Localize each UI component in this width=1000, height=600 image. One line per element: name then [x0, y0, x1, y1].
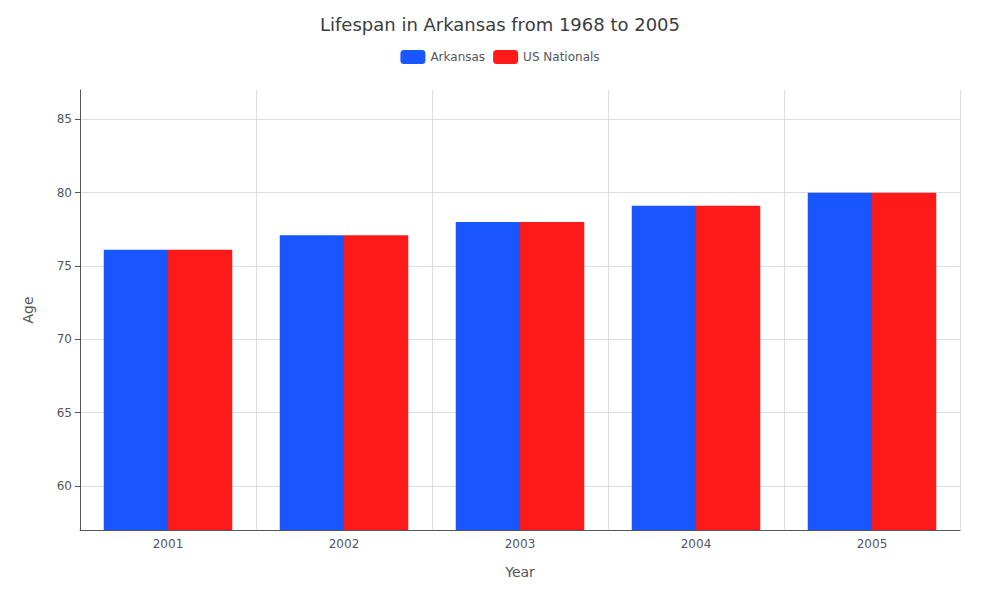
svg-text:2004: 2004 [681, 537, 712, 551]
svg-text:2002: 2002 [329, 537, 360, 551]
svg-text:60: 60 [57, 479, 72, 493]
svg-text:US Nationals: US Nationals [523, 50, 599, 64]
svg-text:Year: Year [504, 564, 535, 580]
svg-text:2003: 2003 [505, 537, 536, 551]
svg-text:85: 85 [57, 112, 72, 126]
svg-text:75: 75 [57, 259, 72, 273]
svg-text:65: 65 [57, 406, 72, 420]
svg-text:Arkansas: Arkansas [430, 50, 485, 64]
svg-text:2005: 2005 [857, 537, 888, 551]
svg-text:2001: 2001 [153, 537, 184, 551]
svg-text:Age: Age [20, 296, 36, 323]
svg-text:Lifespan in Arkansas from 1968: Lifespan in Arkansas from 1968 to 2005 [320, 14, 680, 35]
svg-text:80: 80 [57, 186, 72, 200]
svg-text:70: 70 [57, 332, 72, 346]
